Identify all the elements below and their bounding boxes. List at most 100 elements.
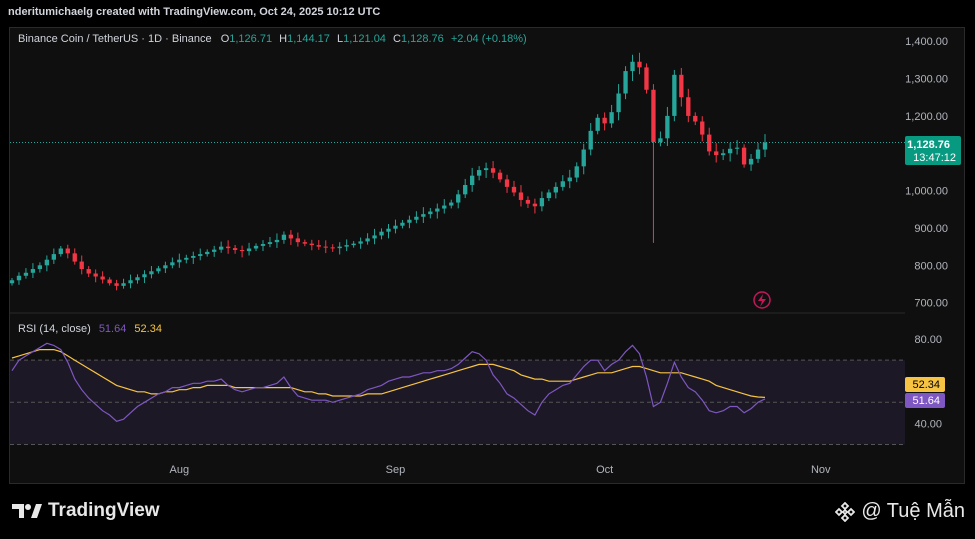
legend-h-label: H [279, 33, 287, 45]
candle-body [135, 277, 140, 281]
candle-body [658, 138, 663, 143]
candle-body [637, 61, 642, 68]
candle-body [442, 205, 447, 209]
candle-body [142, 274, 147, 278]
chart-frame [9, 27, 965, 484]
candle-body [205, 251, 210, 255]
candle-body [337, 246, 342, 249]
bnb-icon [835, 501, 856, 522]
candle-body [302, 242, 307, 244]
candle-body [574, 166, 579, 178]
rsi-line [11, 342, 766, 422]
candle-body [330, 247, 335, 249]
candle-body [393, 225, 398, 229]
candle-body [44, 259, 50, 266]
candle-body [581, 149, 586, 167]
rsi-ma-badge-text: 52.34 [912, 379, 940, 391]
candle-body [435, 208, 440, 212]
candle-body [267, 242, 273, 245]
price-tick-label: 1,400.00 [905, 36, 948, 48]
candle-body [741, 147, 747, 165]
candle-body [232, 248, 238, 250]
candle-body [504, 179, 510, 187]
candle-body [700, 121, 705, 135]
candle-body [651, 89, 656, 143]
candle-body [476, 170, 482, 176]
rsi-legend-value: 51.64 [99, 323, 127, 335]
candle-body [86, 269, 91, 274]
candle-body [727, 148, 733, 154]
candle-body [421, 214, 426, 217]
candle-body [449, 202, 454, 206]
candle-body [191, 255, 196, 258]
rsi-legend-label: RSI (14, close) [18, 323, 91, 335]
price-tick-label: 1,200.00 [905, 111, 948, 123]
candle-body [470, 175, 475, 186]
candle-body [386, 228, 391, 232]
legend-symbol: Binance Coin / TetherUS · 1D · Binance [18, 33, 212, 45]
rsi-tick-label: 40.00 [914, 418, 942, 430]
tradingview-icon [12, 502, 42, 520]
candle-body [686, 97, 691, 116]
legend-l-label: L [337, 33, 343, 45]
candle-body [239, 249, 245, 252]
candle-body [114, 283, 119, 286]
x-tick-label: Oct [596, 464, 613, 476]
candle-body [497, 172, 503, 180]
legend-low: 1,121.04 [343, 33, 386, 45]
candle-body [630, 61, 635, 72]
candle-body [665, 115, 670, 139]
candle-body [156, 268, 161, 272]
candle-body [212, 249, 217, 252]
rsi-tick-label: 80.00 [914, 334, 942, 346]
candle-body [281, 234, 287, 240]
lightning-icon[interactable] [753, 291, 771, 309]
price-tick-label: 1,000.00 [905, 186, 948, 198]
candle-body [65, 248, 70, 254]
countdown-text: 13:47:12 [913, 152, 956, 164]
candle-body [679, 74, 684, 98]
candle-body [616, 93, 621, 113]
rsi-legend-ma: 52.34 [134, 323, 162, 335]
candle-body [184, 257, 189, 260]
candle-body [253, 245, 259, 249]
candle-body [365, 238, 370, 242]
candle-body [58, 248, 63, 255]
candle-body [107, 279, 112, 284]
candle-body [602, 117, 607, 124]
rsi-legend: RSI (14, close) 51.64 52.34 [18, 323, 162, 335]
candle-body [260, 244, 266, 246]
candle-body [16, 275, 22, 281]
candle-body [351, 243, 356, 246]
x-tick-label: Aug [170, 464, 190, 476]
legend-open: 1,126.71 [229, 33, 272, 45]
candle-body [546, 192, 552, 199]
candle-body [93, 273, 98, 277]
candle-body [490, 168, 496, 173]
tradingview-brand: TradingView [48, 500, 160, 521]
candle-body [595, 117, 600, 131]
candle-body [588, 130, 593, 150]
candle-body [246, 248, 252, 252]
legend-change: +2.04 (+0.18%) [451, 33, 527, 45]
candle-body [379, 231, 384, 236]
candle-body [748, 158, 754, 165]
tradingview-logo[interactable]: TradingView [12, 500, 160, 522]
rsi-ma-line [11, 349, 766, 398]
candle-body [100, 276, 105, 280]
candle-body [714, 151, 719, 156]
candle-body [672, 74, 677, 116]
candle-body [407, 219, 412, 223]
candle-body [525, 199, 531, 204]
candle-body [309, 243, 314, 246]
candle-body [539, 198, 545, 207]
candle-body [121, 283, 126, 286]
candle-body [755, 149, 761, 159]
legend-high: 1,144.17 [287, 33, 330, 45]
candle-body [400, 222, 405, 226]
legend-o-label: O [221, 33, 230, 45]
candle-body [79, 261, 84, 270]
candle-body [219, 246, 224, 250]
candle-body [456, 194, 461, 203]
